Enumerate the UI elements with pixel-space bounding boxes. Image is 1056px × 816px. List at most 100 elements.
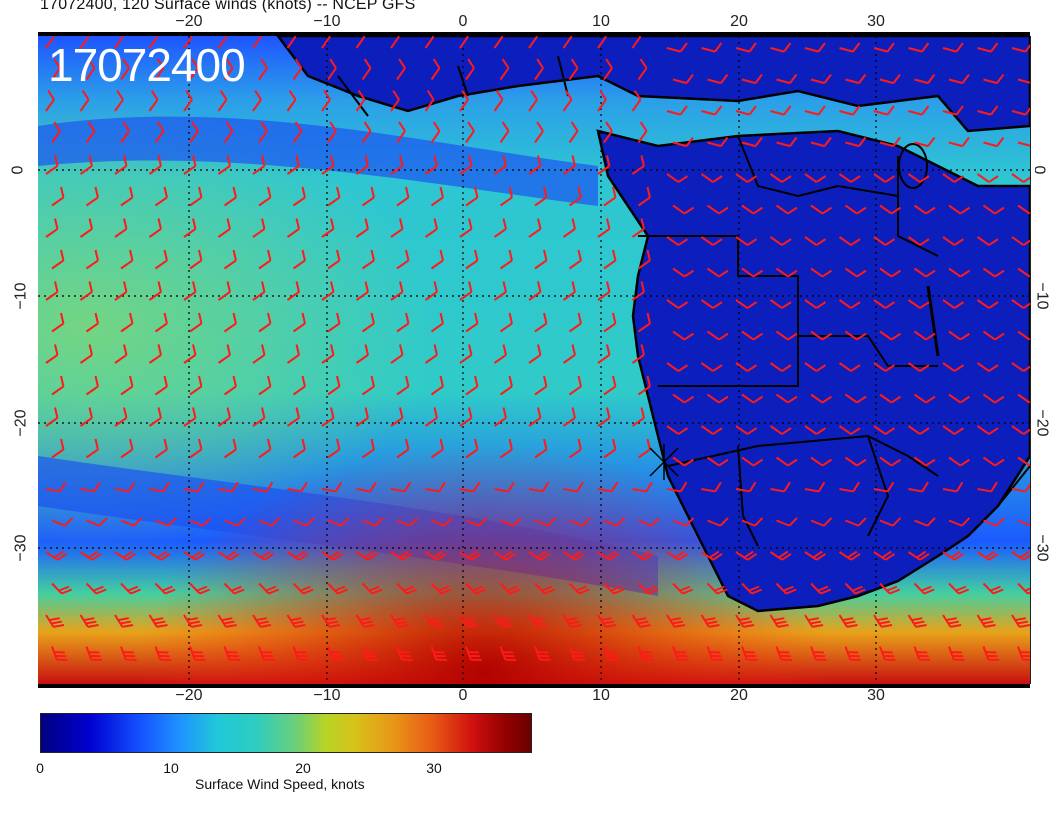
wind-barb [114,36,124,49]
wind-barb [672,517,695,527]
wind-barb [390,481,412,493]
wind-barb [638,517,660,527]
wind-barb [258,186,272,207]
wind-barb [810,267,833,278]
wind-barb [568,312,582,333]
wind-barb [430,312,444,333]
wind-barb [223,58,234,81]
wind-barb [562,550,585,561]
wind-barb [51,312,65,333]
wind-barb [982,582,1004,595]
wind-barb [700,173,723,183]
wind-barb [459,344,473,364]
wind-barb [154,375,168,396]
wind-barb [252,344,266,364]
wind-barb [85,186,99,207]
wind-barb [597,614,617,628]
wind-barb [907,236,930,246]
wind-barb [286,89,297,112]
wind-barb [361,375,375,396]
wind-barb [534,582,556,595]
wind-barb [79,407,93,427]
wind-barb [286,281,300,301]
wind-barb [810,330,833,341]
wind-barb [286,407,300,427]
wind-barb [114,89,124,112]
wind-barb [804,299,827,309]
wind-barb [631,344,645,364]
wind-barb [500,517,522,527]
wind-barb [189,438,203,459]
wind-barb [361,312,375,333]
wind-barb [942,614,962,628]
wind-barb [252,550,275,561]
wind-barb [741,136,763,148]
wind-barb [672,204,695,215]
wind-barb [603,438,617,459]
wind-barb [948,136,970,148]
wind-barb [1017,267,1030,278]
wind-barb [804,236,827,246]
wind-barb [148,344,162,364]
wind-barb [879,204,902,215]
wind-barb [189,517,212,527]
wind-barb [430,58,441,81]
wind-barb [528,614,548,628]
wind-barb [396,249,410,270]
wind-barb [327,58,337,81]
wind-barb [873,362,896,372]
wind-barb [804,42,826,53]
wind-barb [183,218,197,238]
wind-barb [534,517,557,527]
wind-barb [879,73,901,85]
wind-barb [258,121,268,144]
wind-barb [465,646,482,661]
wind-barb [942,42,964,53]
wind-barb [873,425,896,435]
wind-barb [631,218,645,238]
wind-barb [258,375,272,396]
wind-barb [51,517,74,527]
wind-barb [838,362,861,372]
wind-barb [637,58,648,81]
wind-barb [666,236,689,246]
wind-barb [838,550,861,561]
wind-barb [499,58,510,81]
wind-barb [85,375,99,396]
wind-barb [183,481,205,493]
wind-barb [942,173,965,183]
wind-barb [701,481,722,493]
wind-barb [493,155,507,175]
wind-barb [120,375,134,396]
west-africa-land [276,36,1030,133]
wind-barb [85,582,107,595]
wind-barb [528,550,551,561]
wind-barb [982,330,1005,341]
wind-barb [321,36,331,49]
wind-barb [424,155,438,175]
wind-barb [149,481,170,493]
wind-barb [321,614,341,628]
wind-barb [672,330,695,341]
wind-barb [223,438,237,459]
wind-barb [465,121,475,144]
wind-barb [942,481,964,493]
wind-barb [735,481,757,493]
wind-barb [424,89,435,112]
wind-barb [114,407,128,427]
wind-barb [396,582,418,595]
wind-barb [775,393,798,404]
wind-barb [735,105,757,116]
wind-barb [873,614,893,628]
wind-barb [189,646,206,661]
wind-barb [148,550,171,561]
wind-barb [666,425,689,435]
wind-barb [51,121,61,144]
wind-barb [735,425,758,435]
wind-barb [217,614,237,628]
wind-barb [258,646,275,661]
wind-barb [528,281,542,301]
wind-barb [396,646,413,661]
wind-barb [700,614,720,628]
east-coast-edge [997,465,1030,507]
